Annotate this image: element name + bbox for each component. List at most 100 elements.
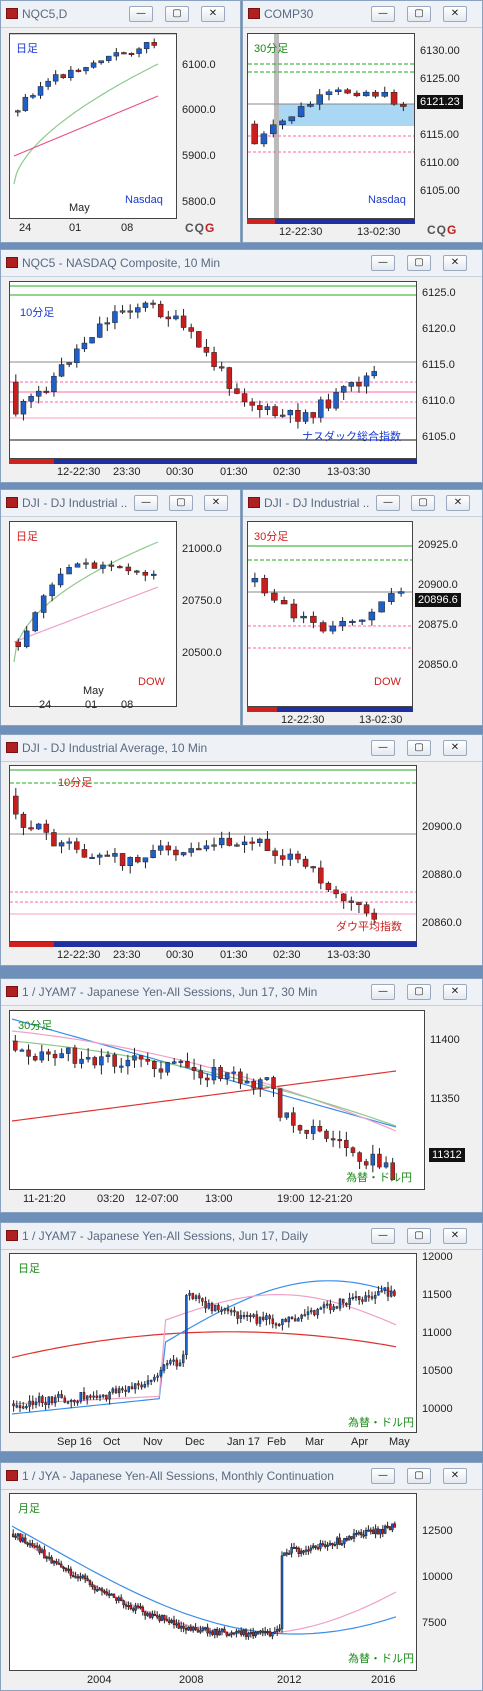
candle-body bbox=[316, 1309, 319, 1316]
candle bbox=[152, 1060, 157, 1078]
candle bbox=[388, 1526, 392, 1531]
candle bbox=[316, 1307, 319, 1319]
titlebar[interactable]: NQC5 - NASDAQ Composite, 10 Min — ▢ ✕ bbox=[1, 250, 482, 277]
titlebar[interactable]: COMP30 — ▢ ✕ bbox=[243, 1, 482, 28]
minimize-button[interactable]: — bbox=[129, 6, 153, 22]
titlebar[interactable]: NQC5,D — ▢ ✕ bbox=[1, 1, 240, 28]
candle-body bbox=[101, 1394, 105, 1397]
candle-body bbox=[242, 1629, 245, 1635]
minimize-button[interactable]: — bbox=[134, 495, 158, 511]
candle bbox=[33, 1542, 37, 1549]
candle bbox=[364, 1527, 368, 1539]
scroll-strip[interactable] bbox=[247, 219, 415, 224]
window-nqc5-daily[interactable]: NQC5,D — ▢ ✕ 日足 Nasdaq 6100.0 6000.0 590… bbox=[0, 0, 241, 243]
candle-body bbox=[381, 92, 389, 97]
chart-plot[interactable]: 日足 DOW bbox=[9, 521, 177, 707]
candle-body bbox=[31, 1400, 35, 1406]
close-button[interactable]: ✕ bbox=[443, 6, 467, 22]
window-nasdaq-10min[interactable]: NQC5 - NASDAQ Composite, 10 Min — ▢ ✕ 10… bbox=[0, 249, 483, 483]
window-jpy-30min[interactable]: 1 / JYAM7 - Japanese Yen-All Sessions, J… bbox=[0, 978, 483, 1213]
candle-body bbox=[314, 1545, 317, 1548]
chart-plot[interactable]: 日足 Nasdaq bbox=[9, 33, 177, 219]
close-button[interactable]: ✕ bbox=[446, 495, 470, 511]
candle bbox=[311, 1543, 315, 1550]
candle bbox=[264, 831, 271, 851]
close-button[interactable]: ✕ bbox=[443, 255, 467, 271]
candle-body bbox=[11, 1533, 15, 1538]
minimize-button[interactable]: — bbox=[371, 1468, 395, 1484]
candle bbox=[20, 399, 27, 421]
scroll-strip[interactable] bbox=[9, 942, 417, 947]
minimize-button[interactable]: — bbox=[371, 6, 395, 22]
maximize-button[interactable]: ▢ bbox=[169, 495, 193, 511]
candle-body bbox=[98, 1588, 101, 1591]
candle-body bbox=[191, 1627, 195, 1631]
candle-body bbox=[75, 69, 82, 72]
chart-plot[interactable]: 10分足 ナスダック総合指数 bbox=[9, 281, 417, 459]
maximize-button[interactable]: ▢ bbox=[407, 1228, 431, 1244]
candle bbox=[68, 66, 74, 81]
chart-plot[interactable]: 10分足 ダウ平均指数 bbox=[9, 765, 417, 942]
window-dji-30min[interactable]: DJI - DJ Industrial ... — ▢ ✕ 30分足 DOW 2… bbox=[242, 489, 483, 726]
close-button[interactable]: ✕ bbox=[443, 1468, 467, 1484]
candle bbox=[98, 1587, 101, 1591]
window-dji-10min[interactable]: DJI - DJ Industrial Average, 10 Min — ▢ … bbox=[0, 734, 483, 966]
maximize-button[interactable]: ▢ bbox=[165, 6, 189, 22]
candle-body bbox=[319, 1543, 322, 1549]
maximize-button[interactable]: ▢ bbox=[407, 6, 431, 22]
close-button[interactable]: ✕ bbox=[201, 6, 225, 22]
maximize-button[interactable]: ▢ bbox=[407, 1468, 431, 1484]
candle-body bbox=[196, 848, 202, 851]
maximize-button[interactable]: ▢ bbox=[407, 255, 431, 271]
minimize-button[interactable]: — bbox=[371, 1228, 395, 1244]
close-button[interactable]: ✕ bbox=[443, 1228, 467, 1244]
minimize-button[interactable]: — bbox=[371, 255, 395, 271]
candle bbox=[362, 90, 370, 97]
titlebar[interactable]: DJI - DJ Industrial ... — ▢ ✕ bbox=[1, 490, 240, 517]
candle bbox=[142, 857, 149, 869]
candle bbox=[252, 1313, 255, 1319]
scroll-strip[interactable] bbox=[247, 707, 413, 712]
close-button[interactable]: ✕ bbox=[204, 495, 228, 511]
candle bbox=[191, 1625, 195, 1633]
minimize-button[interactable]: — bbox=[371, 740, 395, 756]
window-title: NQC5 - NASDAQ Composite, 10 Min bbox=[22, 256, 221, 270]
chart-plot[interactable]: 30分足 DOW bbox=[247, 521, 413, 707]
window-dji-daily[interactable]: DJI - DJ Industrial ... — ▢ ✕ 日足 DOW 210… bbox=[0, 489, 241, 726]
candle-body bbox=[237, 1630, 241, 1633]
chart-plot[interactable]: 月足 為替・ドル円 bbox=[9, 1493, 417, 1671]
minimize-button[interactable]: — bbox=[376, 495, 400, 511]
maximize-button[interactable]: ▢ bbox=[407, 984, 431, 1000]
chart-plot[interactable]: 日足 為替・ドル円 bbox=[9, 1253, 417, 1433]
scroll-strip[interactable] bbox=[9, 459, 417, 464]
titlebar[interactable]: DJI - DJ Industrial Average, 10 Min — ▢ … bbox=[1, 735, 482, 762]
candle-body bbox=[74, 348, 80, 363]
close-button[interactable]: ✕ bbox=[443, 984, 467, 1000]
candle bbox=[112, 1052, 117, 1074]
close-button[interactable]: ✕ bbox=[443, 740, 467, 756]
window-comp-30min[interactable]: COMP30 — ▢ ✕ 30分足 Nasdaq 6130.00 6125.00… bbox=[242, 0, 483, 243]
chart-plot[interactable]: 30分足 Nasdaq bbox=[247, 33, 415, 219]
window-jpy-monthly[interactable]: 1 / JYA - Japanese Yen-All Sessions, Mon… bbox=[0, 1462, 483, 1691]
titlebar[interactable]: 1 / JYAM7 - Japanese Yen-All Sessions, J… bbox=[1, 1223, 482, 1250]
candle bbox=[370, 1291, 374, 1301]
maximize-button[interactable]: ▢ bbox=[411, 495, 435, 511]
candle-body bbox=[103, 1590, 106, 1593]
titlebar[interactable]: 1 / JYA - Japanese Yen-All Sessions, Mon… bbox=[1, 1463, 482, 1490]
x-tick-label: 19:00 bbox=[277, 1193, 305, 1205]
candle bbox=[57, 1391, 60, 1402]
candle-body bbox=[15, 641, 21, 647]
candle-body bbox=[287, 853, 294, 860]
candle-body bbox=[98, 60, 104, 64]
chart-svg bbox=[248, 545, 412, 649]
close-icon: ✕ bbox=[450, 8, 460, 19]
minimize-button[interactable]: — bbox=[371, 984, 395, 1000]
chart-plot[interactable]: 30分足 為替・ドル円 bbox=[9, 1010, 425, 1190]
x-axis: Sep 16 Oct Nov Dec Jan 17 Feb Mar Apr Ma… bbox=[9, 1433, 417, 1453]
x-tick-label: 13-02:30 bbox=[359, 714, 403, 726]
window-jpy-daily[interactable]: 1 / JYAM7 - Japanese Yen-All Sessions, J… bbox=[0, 1222, 483, 1452]
titlebar[interactable]: 1 / JYAM7 - Japanese Yen-All Sessions, J… bbox=[1, 979, 482, 1006]
candle bbox=[218, 1064, 223, 1082]
maximize-button[interactable]: ▢ bbox=[407, 740, 431, 756]
titlebar[interactable]: DJI - DJ Industrial ... — ▢ ✕ bbox=[243, 490, 482, 517]
